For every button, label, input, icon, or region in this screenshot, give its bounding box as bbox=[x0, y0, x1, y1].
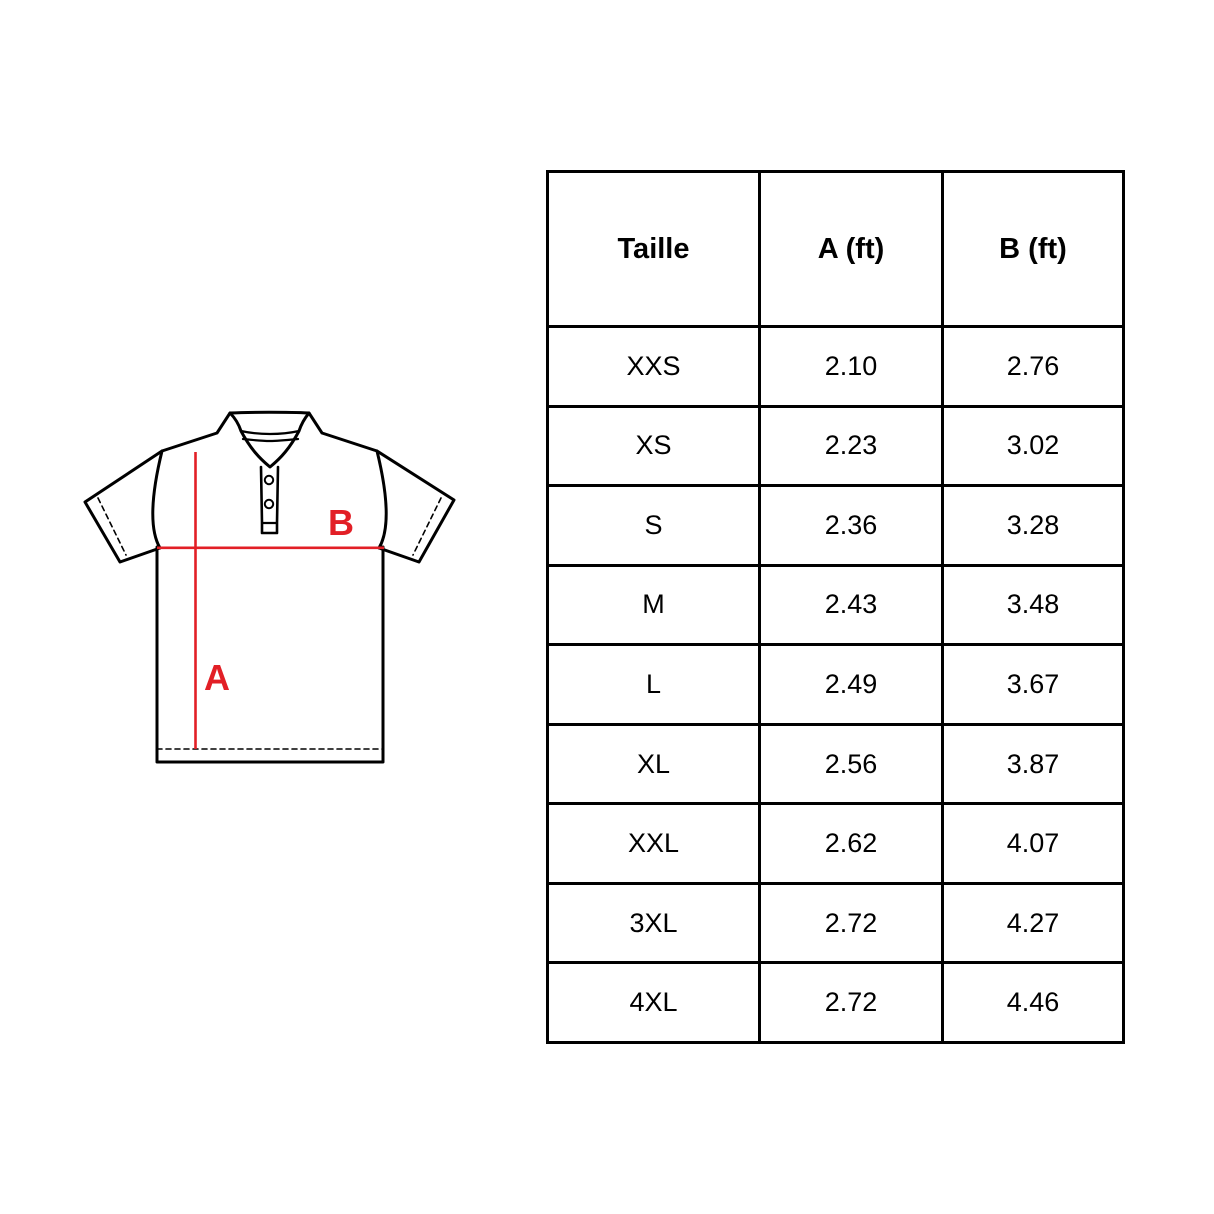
svg-text:B: B bbox=[328, 502, 354, 543]
svg-text:A: A bbox=[204, 657, 230, 698]
